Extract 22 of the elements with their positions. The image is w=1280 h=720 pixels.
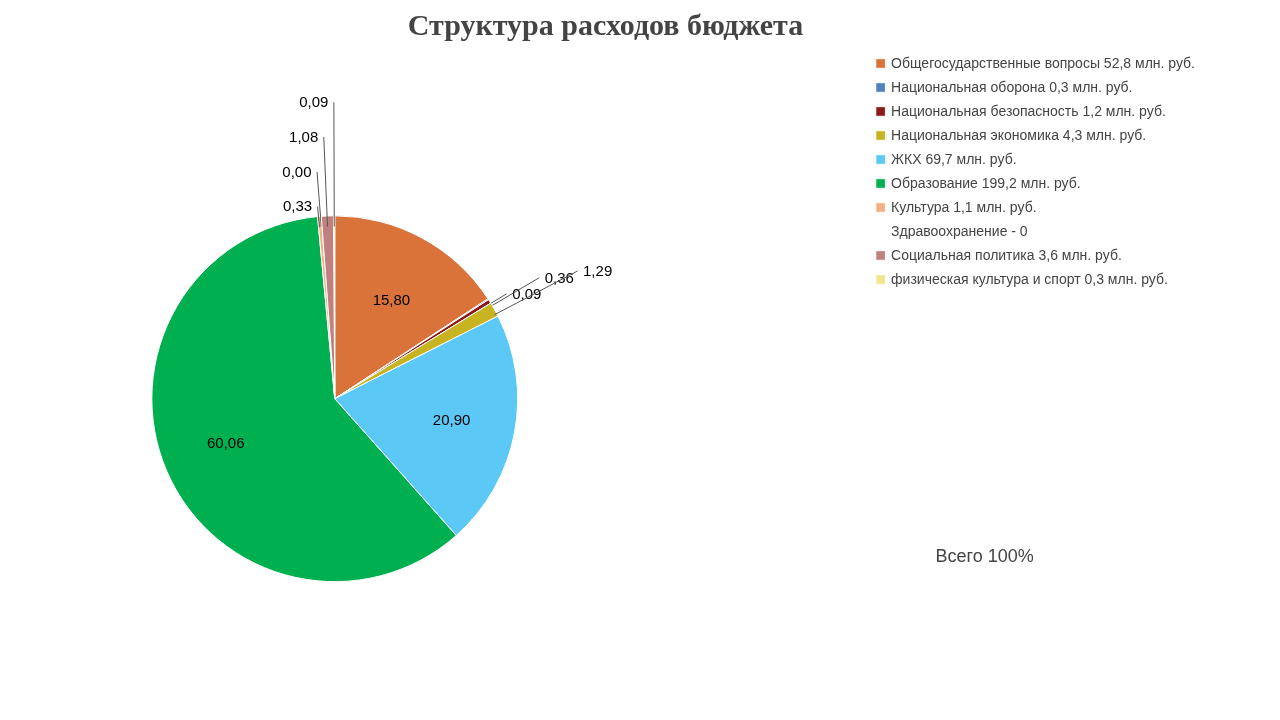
chart-title: Структура расходов бюджета: [407, 7, 804, 41]
legend-label: Национальная экономика 4,3 млн. руб.: [891, 127, 1147, 143]
data-label: 15,80: [372, 291, 411, 309]
category-label: Здравоохранение - 0: [891, 223, 1028, 239]
data-label: 0,09: [512, 284, 542, 302]
legend-label: физическая культура и спорт 0,3 млн. руб.: [891, 271, 1168, 287]
text: Всего 100%: [935, 545, 1034, 566]
legend-label: Национальная оборона 0,3 млн. руб.: [891, 79, 1133, 95]
legend-label: ЖКХ 69,7 млн. руб.: [891, 151, 1017, 167]
legend-label: Культура 1,1 млн. руб.: [891, 199, 1037, 215]
data-label: 20,90: [432, 410, 471, 428]
legend-label: Образование 199,2 млн. руб.: [891, 175, 1081, 191]
legend-label: Национальная безопасность 1,2 млн. руб.: [891, 103, 1166, 119]
data-label: 60,06: [206, 434, 245, 452]
data-label: 0,09: [299, 93, 329, 111]
data-label: 1,08: [289, 128, 319, 146]
data-label: 0,33: [282, 197, 313, 215]
data-label: 1,29: [583, 262, 613, 280]
data-label: 0,36: [544, 268, 574, 286]
text: 0,00: [282, 162, 312, 180]
legend-label: Общегосударственные вопросы 52,8 млн. руб.: [891, 55, 1195, 71]
legend-label: Социальная политика 3,6 млн. руб.: [891, 247, 1122, 263]
